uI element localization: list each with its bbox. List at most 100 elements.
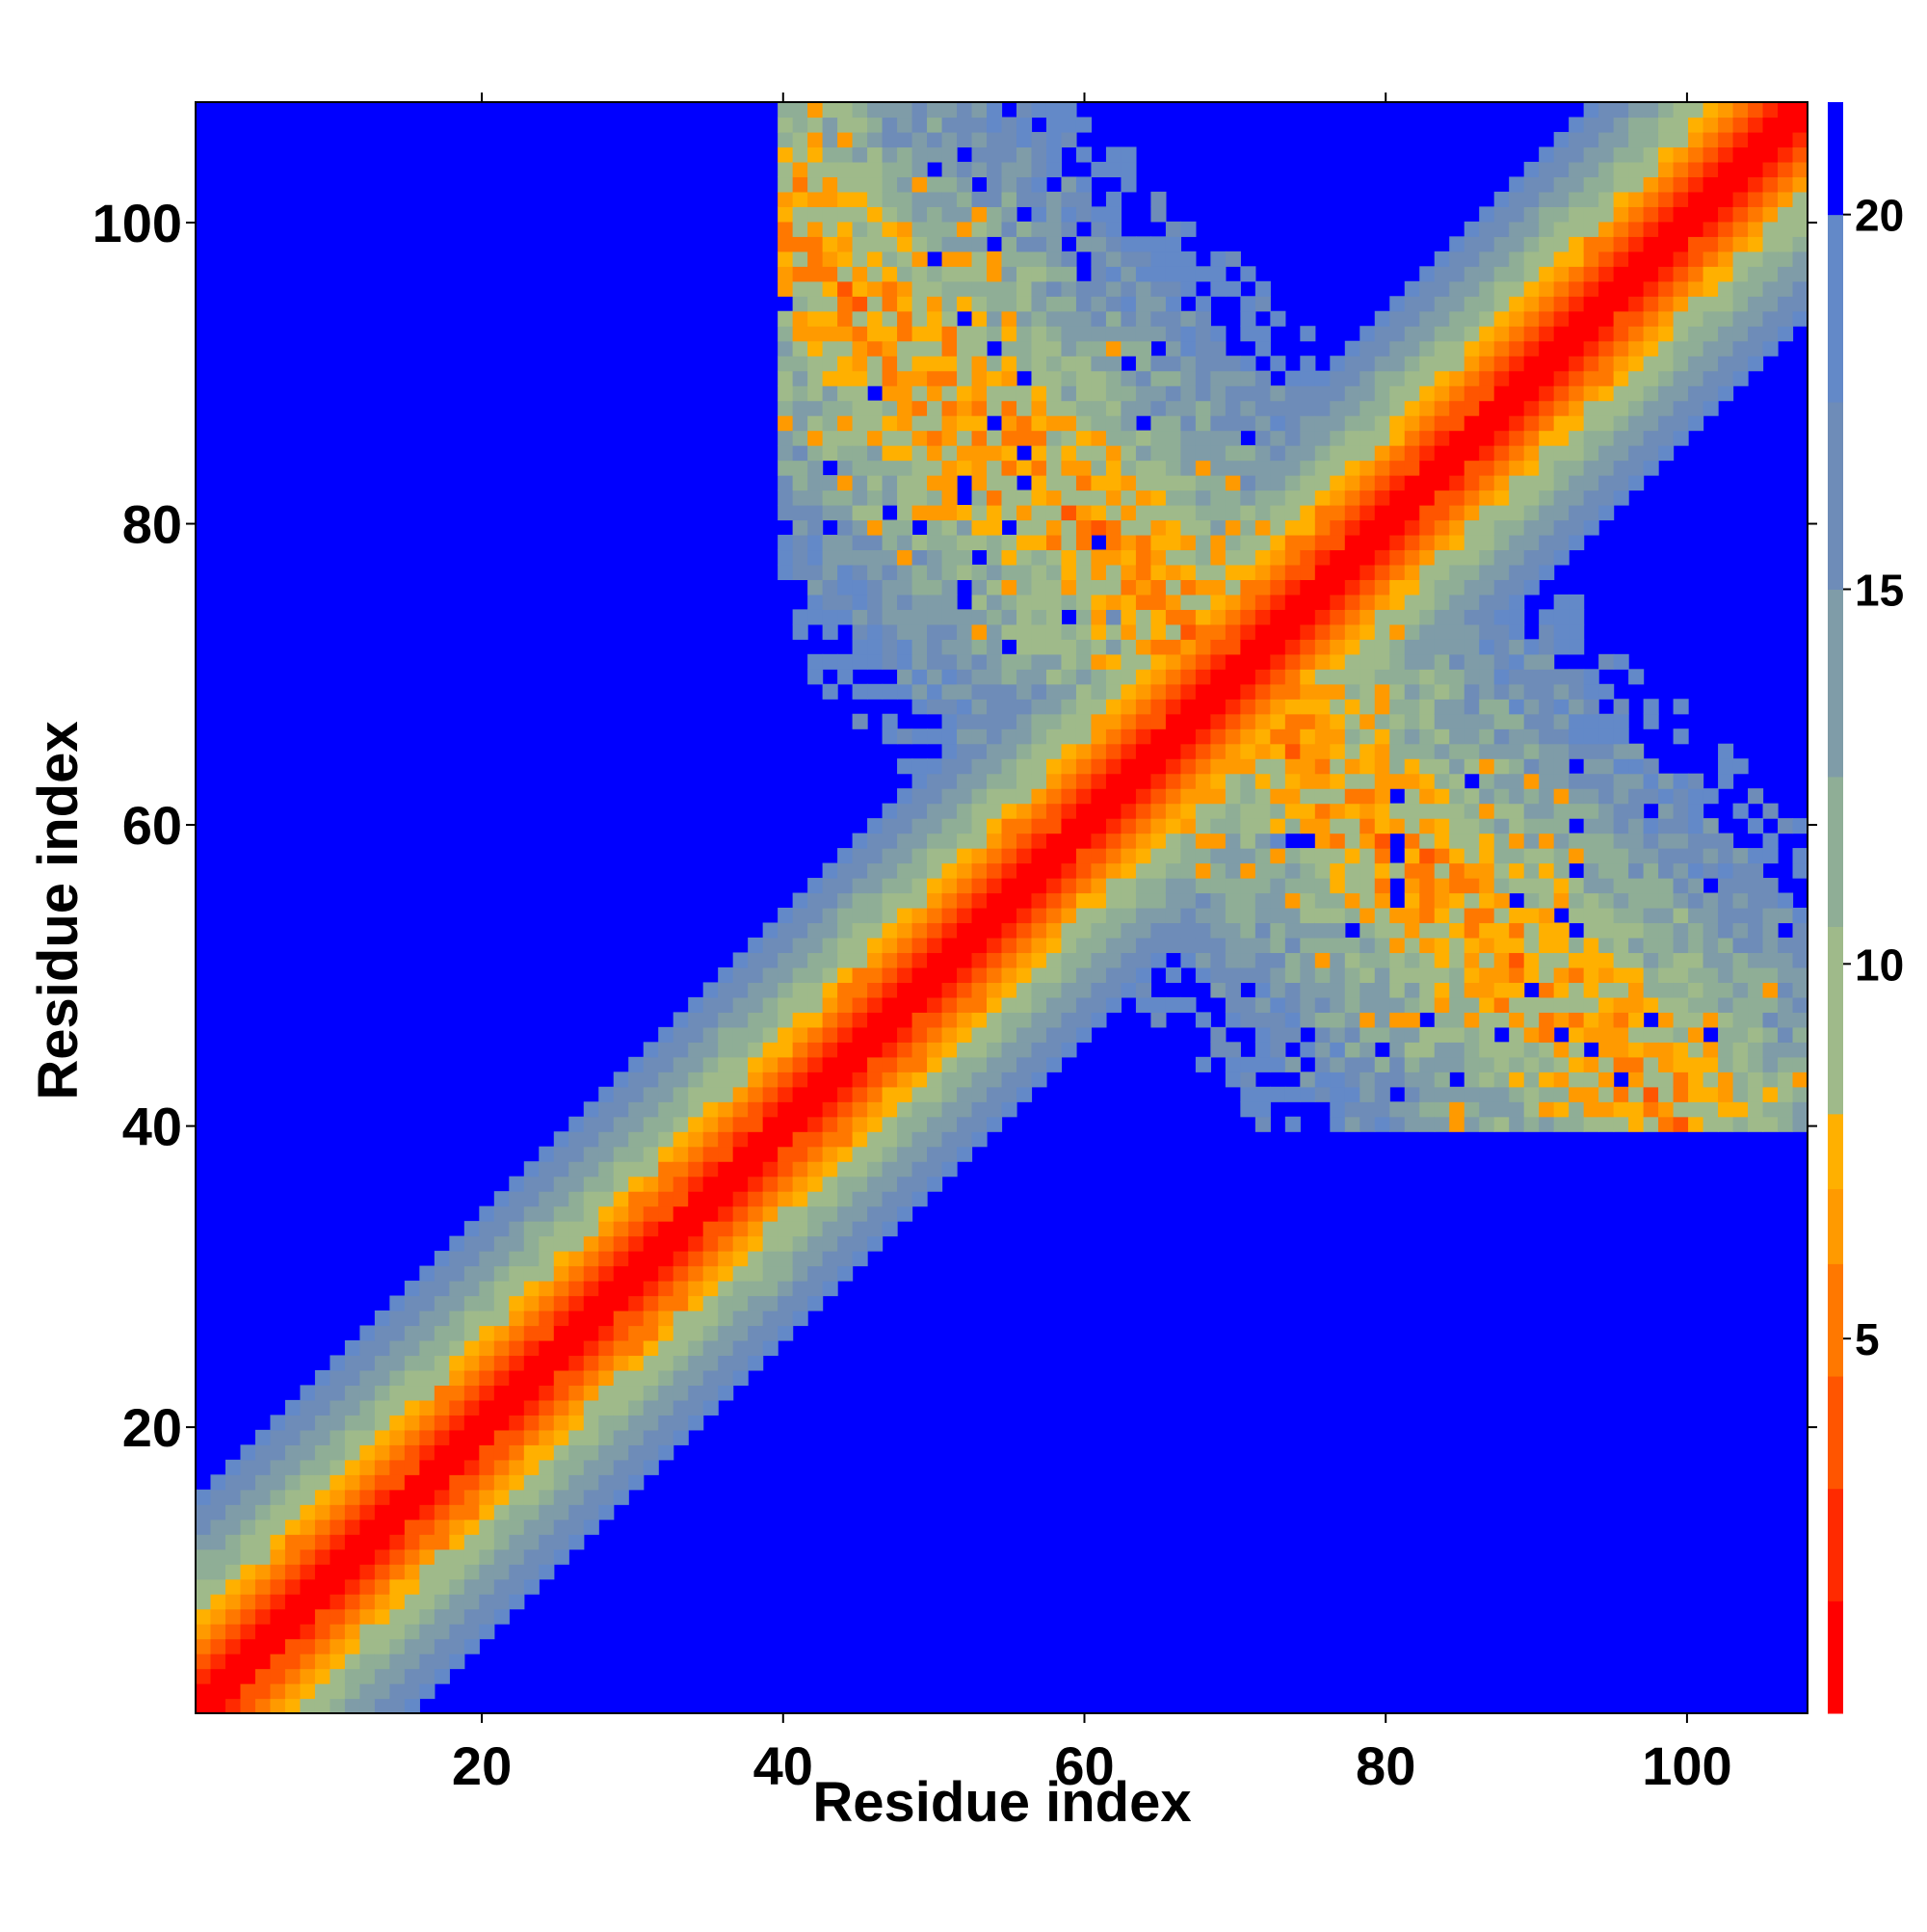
heatmap-cell <box>822 952 838 968</box>
heatmap-cell <box>1254 653 1271 670</box>
heatmap-cell <box>1016 699 1033 715</box>
heatmap-cell <box>1703 1042 1719 1058</box>
heatmap-cell <box>1673 1026 1689 1043</box>
heatmap-cell <box>1628 862 1645 879</box>
heatmap-cell <box>1539 191 1555 207</box>
heatmap-cell <box>1121 594 1137 610</box>
heatmap-cell <box>673 1369 689 1387</box>
heatmap-cell <box>957 564 973 581</box>
heatmap-cell <box>971 1086 988 1102</box>
heatmap-cell <box>673 1385 689 1401</box>
heatmap-cell <box>987 146 1003 163</box>
heatmap-cell <box>1792 1042 1808 1058</box>
heatmap-cell <box>971 788 988 805</box>
heatmap-cell <box>1553 176 1570 193</box>
heatmap-cell <box>897 966 913 984</box>
heatmap-cell <box>1389 1012 1406 1028</box>
heatmap-cell <box>718 1072 734 1088</box>
heatmap-cell <box>957 1131 973 1148</box>
heatmap-cell <box>1091 356 1107 372</box>
heatmap-cell <box>1569 1026 1585 1043</box>
heatmap-cell <box>598 1265 615 1282</box>
heatmap-cell <box>1762 922 1779 939</box>
heatmap-cell <box>1105 683 1122 700</box>
heatmap-cell <box>300 1638 316 1654</box>
heatmap-cell <box>1001 878 1017 894</box>
heatmap-cell <box>1553 1012 1570 1028</box>
heatmap-cell <box>389 1578 406 1595</box>
heatmap-cell <box>1270 803 1286 819</box>
heatmap-cell <box>927 623 943 640</box>
heatmap-cell <box>1225 743 1241 759</box>
heatmap-cell <box>1509 1012 1525 1028</box>
heatmap-cell <box>523 1281 540 1297</box>
heatmap-cell <box>1539 892 1555 909</box>
heatmap-cell <box>1344 848 1360 864</box>
heatmap-cell <box>1613 400 1629 416</box>
heatmap-cell <box>1165 534 1181 551</box>
heatmap-cell <box>1493 683 1510 700</box>
heatmap-cell <box>1165 430 1181 446</box>
heatmap-cell <box>1479 773 1495 789</box>
heatmap-cell <box>688 1399 704 1416</box>
heatmap-cell <box>822 966 838 984</box>
heatmap-cell <box>1075 683 1093 700</box>
heatmap-cell <box>732 1325 749 1341</box>
heatmap-cell <box>1658 400 1675 416</box>
heatmap-cell <box>1105 699 1122 715</box>
heatmap-cell <box>1254 564 1271 581</box>
heatmap-cell <box>1374 669 1390 685</box>
heatmap-cell <box>867 280 884 297</box>
heatmap-cell <box>1748 878 1764 894</box>
heatmap-cell <box>1523 639 1540 655</box>
heatmap-cell <box>1075 519 1093 536</box>
heatmap-cell <box>911 445 928 462</box>
heatmap-cell <box>1493 1116 1510 1132</box>
heatmap-cell <box>1464 579 1480 595</box>
heatmap-cell <box>778 908 794 924</box>
heatmap-cell <box>822 1221 838 1237</box>
heatmap-cell <box>1300 743 1316 759</box>
heatmap-cell <box>1225 1012 1241 1028</box>
heatmap-cell <box>1254 415 1271 432</box>
heatmap-cell <box>1613 370 1629 386</box>
heatmap-cell <box>553 1519 569 1535</box>
heatmap-cell <box>927 982 943 998</box>
heatmap-cell <box>897 505 913 521</box>
heatmap-cell <box>971 862 988 879</box>
heatmap-cell <box>613 1116 629 1132</box>
heatmap-cell <box>1105 310 1122 327</box>
heatmap-cell <box>1464 400 1480 416</box>
heatmap-cell <box>523 1339 540 1357</box>
heatmap-cell <box>1643 699 1659 715</box>
heatmap-cell <box>1165 415 1181 432</box>
heatmap-cell <box>1762 996 1779 1013</box>
heatmap-cell <box>1479 534 1495 551</box>
heatmap-cell <box>1569 475 1585 491</box>
heatmap-cell <box>867 1116 884 1132</box>
heatmap-cell <box>1449 758 1465 775</box>
heatmap-cell <box>1553 833 1570 849</box>
heatmap-cell <box>1001 1056 1017 1072</box>
heatmap-cell <box>822 280 838 297</box>
heatmap-cell <box>1598 683 1615 700</box>
heatmap-cell <box>1001 1042 1017 1058</box>
heatmap-cell <box>613 1101 629 1118</box>
heatmap-cell <box>568 1235 585 1252</box>
heatmap-cell <box>1135 653 1152 670</box>
heatmap-cell <box>1762 161 1779 178</box>
heatmap-cell <box>1061 818 1077 834</box>
heatmap-cell <box>897 1026 913 1043</box>
heatmap-cell <box>1150 1012 1167 1028</box>
heatmap-cell <box>1732 908 1749 924</box>
heatmap-cell <box>1569 400 1585 416</box>
heatmap-cell <box>1061 117 1077 133</box>
heatmap-cell <box>1449 326 1465 342</box>
heatmap-cell <box>1479 669 1495 685</box>
heatmap-cell <box>1150 803 1167 819</box>
heatmap-cell <box>807 996 824 1013</box>
heatmap-cell <box>1374 505 1390 521</box>
heatmap-cell <box>314 1444 331 1461</box>
heatmap-cell <box>867 833 884 849</box>
heatmap-cell <box>927 937 943 954</box>
